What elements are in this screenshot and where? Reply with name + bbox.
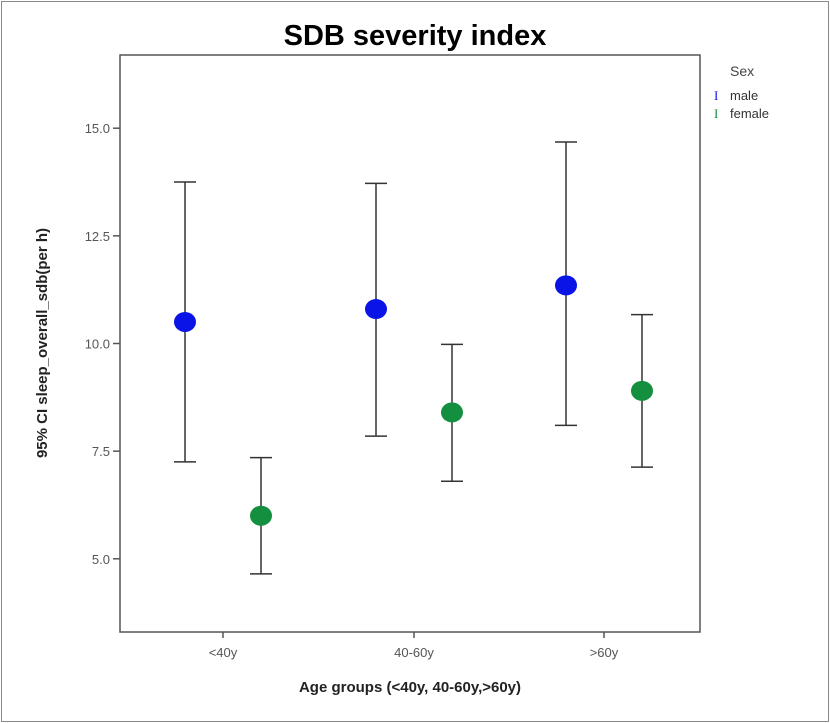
y-tick-label: 10.0 (85, 337, 110, 352)
legend-item-label: male (730, 88, 758, 103)
male-mean-point (365, 299, 387, 320)
y-tick-label: 15.0 (85, 121, 110, 136)
y-axis-label: 95% CI sleep_overall_sdb(per h) (34, 228, 51, 458)
female-mean-point (441, 402, 463, 423)
plot-area (119, 54, 701, 633)
y-tick-label: 5.0 (92, 552, 110, 567)
x-axis: <40y 40-60y >60y (209, 632, 619, 660)
female-legend-icon: I (714, 106, 718, 121)
x-tick-label: >60y (590, 645, 619, 660)
chart-title: SDB severity index (284, 20, 547, 52)
male-mean-point (174, 311, 196, 332)
y-tick-label: 7.5 (92, 444, 110, 459)
female-mean-point (250, 505, 272, 526)
x-tick-label: <40y (209, 645, 238, 660)
x-tick-label: 40-60y (394, 645, 434, 660)
data-marks (174, 141, 653, 575)
x-axis-label: Age groups (<40y, 40-60y,>60y) (299, 679, 521, 696)
male-legend-icon: I (714, 88, 718, 103)
y-axis: 5.0 7.5 10.0 12.5 15.0 (85, 121, 120, 567)
legend-item-label: female (730, 106, 769, 121)
y-tick-label: 12.5 (85, 229, 110, 244)
male-mean-point (555, 275, 577, 296)
legend-title: Sex (730, 63, 754, 79)
female-mean-point (631, 380, 653, 401)
